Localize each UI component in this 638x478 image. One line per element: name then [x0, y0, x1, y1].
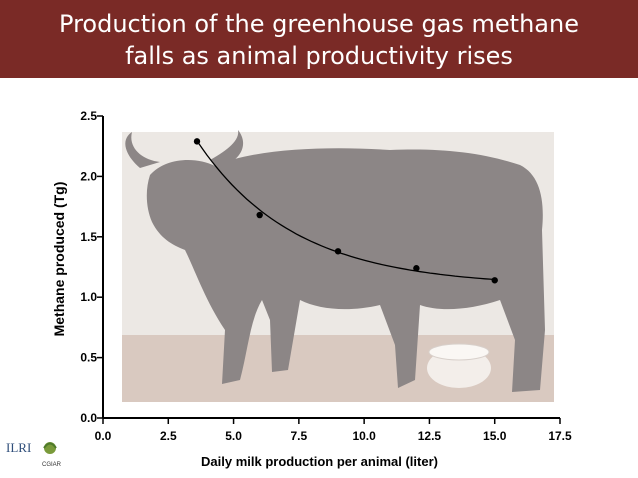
y-tick-label: 0.0 — [80, 411, 97, 425]
cgiar-logo: CGIAR — [42, 442, 62, 468]
logos: ILRI CGIAR — [6, 440, 62, 468]
y-axis-label: Methane produced (Tg) — [51, 182, 67, 337]
y-tick-label: 1.0 — [80, 290, 97, 304]
ilri-logo: ILRI — [6, 440, 31, 455]
y-tick-label: 2.0 — [80, 169, 97, 183]
data-point — [413, 265, 420, 272]
data-point — [334, 248, 342, 255]
x-tick-label: 12.5 — [418, 429, 442, 443]
x-tick-label: 2.5 — [160, 429, 177, 443]
x-tick-label: 0.0 — [95, 429, 112, 443]
buffalo-illustration — [122, 130, 554, 402]
slide-title-line-2: falls as animal productivity rises — [125, 42, 513, 70]
x-tick-label: 5.0 — [225, 429, 242, 443]
y-tick-label: 1.5 — [80, 230, 97, 244]
x-tick-label: 10.0 — [352, 429, 376, 443]
y-tick-label: 0.5 — [80, 351, 97, 365]
data-point — [193, 138, 201, 145]
slide-header: Production of the greenhouse gas methane… — [0, 0, 638, 78]
trend-line — [196, 140, 495, 281]
data-point — [256, 211, 263, 219]
x-axis-label: Daily milk production per animal (liter) — [201, 454, 438, 469]
svg-text:CGIAR: CGIAR — [42, 462, 62, 468]
x-tick-label: 7.5 — [291, 429, 308, 443]
slide-title-line-1: Production of the greenhouse gas methane — [59, 10, 579, 38]
x-tick-label: 15.0 — [483, 429, 507, 443]
y-tick-label: 2.5 — [80, 109, 97, 123]
data-point — [491, 277, 498, 284]
x-tick-label: 17.5 — [548, 429, 572, 443]
